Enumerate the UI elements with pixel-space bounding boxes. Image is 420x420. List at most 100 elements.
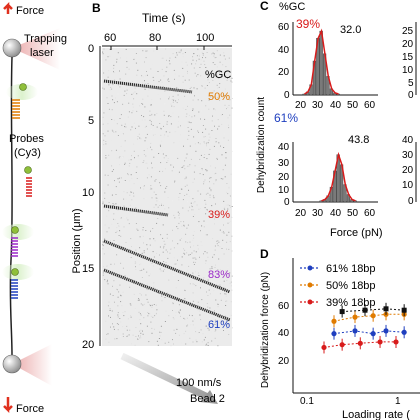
noise-pixel bbox=[122, 336, 124, 337]
noise-pixel bbox=[178, 311, 180, 313]
noise-pixel bbox=[141, 119, 143, 121]
noise-pixel bbox=[178, 214, 180, 216]
noise-pixel bbox=[223, 276, 225, 278]
noise-pixel bbox=[182, 199, 184, 201]
noise-pixel bbox=[180, 315, 181, 317]
noise-pixel bbox=[184, 290, 186, 292]
noise-pixel bbox=[194, 318, 196, 320]
data-point bbox=[321, 344, 327, 351]
noise-pixel bbox=[205, 105, 207, 107]
time-tick-100: 100 bbox=[196, 32, 214, 44]
noise-pixel bbox=[225, 204, 227, 206]
noise-pixel bbox=[135, 219, 137, 221]
noise-pixel bbox=[168, 207, 170, 209]
force-up-arrow-icon bbox=[3, 1, 13, 14]
noise-pixel bbox=[108, 315, 109, 317]
noise-pixel bbox=[155, 204, 157, 206]
noise-pixel bbox=[140, 294, 142, 296]
panel-b: B Time (s) 60 80 100 Position (μm) 0 5 1… bbox=[71, 1, 233, 405]
noise-pixel bbox=[116, 101, 118, 103]
noise-pixel bbox=[174, 263, 176, 265]
noise-pixel bbox=[187, 127, 189, 128]
noise-pixel bbox=[219, 284, 221, 286]
noise-pixel bbox=[186, 201, 188, 203]
noise-pixel bbox=[178, 217, 180, 219]
noise-pixel bbox=[173, 166, 174, 168]
noise-pixel bbox=[216, 66, 218, 68]
h2-xtick-30: 30 bbox=[312, 208, 324, 219]
noise-pixel bbox=[202, 208, 204, 210]
speed-label: 100 nm/s bbox=[176, 377, 222, 389]
noise-pixel bbox=[107, 279, 108, 281]
rc-tick-10b: 10 bbox=[402, 180, 414, 191]
noise-pixel bbox=[189, 314, 190, 316]
noise-pixel bbox=[193, 53, 195, 55]
noise-pixel bbox=[146, 177, 148, 179]
noise-pixel bbox=[200, 63, 202, 65]
noise-pixel bbox=[223, 137, 225, 139]
noise-pixel bbox=[116, 157, 118, 159]
noise-pixel bbox=[178, 304, 180, 306]
noise-pixel bbox=[153, 206, 155, 208]
noise-pixel bbox=[143, 116, 145, 118]
noise-pixel bbox=[189, 88, 191, 89]
noise-pixel bbox=[144, 126, 146, 128]
noise-pixel bbox=[204, 294, 206, 296]
noise-pixel bbox=[187, 138, 189, 140]
noise-pixel bbox=[163, 157, 165, 159]
noise-pixel bbox=[224, 176, 226, 178]
noise-pixel bbox=[221, 335, 223, 337]
noise-pixel bbox=[132, 110, 134, 112]
noise-pixel bbox=[108, 202, 110, 203]
noise-pixel bbox=[151, 162, 152, 164]
noise-pixel bbox=[105, 155, 107, 156]
noise-pixel bbox=[187, 72, 188, 74]
kymo-trace-83 bbox=[103, 239, 231, 294]
noise-pixel bbox=[126, 93, 128, 95]
noise-pixel bbox=[231, 275, 233, 277]
noise-pixel bbox=[144, 61, 145, 63]
noise-pixel bbox=[198, 310, 200, 312]
noise-pixel bbox=[225, 66, 227, 68]
noise-pixel bbox=[186, 317, 188, 319]
noise-pixel bbox=[128, 111, 130, 113]
noise-pixel bbox=[221, 204, 223, 206]
noise-pixel bbox=[228, 296, 230, 298]
noise-pixel bbox=[181, 48, 182, 50]
noise-pixel bbox=[109, 240, 111, 242]
noise-pixel bbox=[170, 103, 172, 105]
noise-pixel bbox=[138, 234, 140, 236]
noise-pixel bbox=[228, 57, 230, 59]
noise-pixel bbox=[143, 150, 145, 152]
noise-pixel bbox=[182, 207, 184, 209]
noise-pixel bbox=[108, 341, 110, 343]
noise-pixel bbox=[149, 244, 151, 246]
noise-pixel bbox=[200, 245, 202, 247]
noise-pixel bbox=[190, 214, 192, 216]
noise-pixel bbox=[118, 181, 120, 183]
noise-pixel bbox=[181, 67, 183, 69]
noise-pixel bbox=[129, 194, 131, 196]
noise-pixel bbox=[126, 89, 128, 91]
noise-pixel bbox=[185, 177, 187, 179]
noise-pixel bbox=[115, 97, 117, 99]
noise-pixel bbox=[227, 139, 229, 141]
noise-pixel bbox=[142, 82, 144, 84]
noise-pixel bbox=[109, 139, 111, 141]
rc-tick-0: 0 bbox=[408, 90, 414, 101]
d-data-points bbox=[321, 302, 407, 354]
noise-pixel bbox=[150, 315, 152, 317]
noise-pixel bbox=[169, 252, 171, 254]
noise-pixel bbox=[117, 289, 118, 291]
noise-pixel bbox=[130, 127, 132, 129]
noise-pixel bbox=[138, 133, 140, 135]
kymo-trace-61 bbox=[103, 268, 231, 322]
noise-pixel bbox=[203, 339, 205, 341]
noise-pixel bbox=[221, 157, 223, 159]
noise-pixel bbox=[102, 248, 104, 250]
adjacent-histogram-axes: 25 20 15 10 5 0 40 30 20 10 0 bbox=[402, 22, 417, 207]
noise-pixel bbox=[214, 310, 215, 312]
noise-pixel bbox=[217, 269, 219, 270]
noise-pixel bbox=[139, 137, 141, 139]
